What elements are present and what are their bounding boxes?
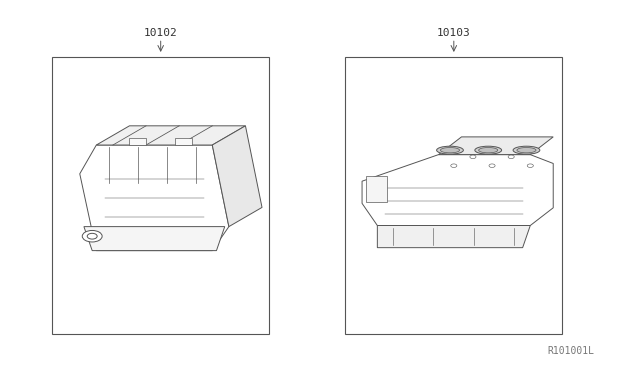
Ellipse shape [440,148,460,153]
Circle shape [87,233,97,239]
Circle shape [489,164,495,167]
Polygon shape [212,126,262,227]
Text: 10103: 10103 [437,28,470,38]
Bar [52,57,269,334]
Ellipse shape [475,146,502,154]
Ellipse shape [513,146,540,154]
Circle shape [470,155,476,158]
Circle shape [83,231,102,242]
Ellipse shape [479,148,498,153]
Ellipse shape [517,148,536,153]
Ellipse shape [436,146,463,154]
Polygon shape [362,155,553,225]
Bar [175,138,191,145]
Text: 10102: 10102 [144,28,177,38]
Circle shape [508,155,514,158]
Polygon shape [84,227,225,251]
Text: R101001L: R101001L [547,346,594,356]
Bar [346,57,562,334]
Circle shape [451,164,457,167]
Circle shape [527,164,533,167]
Bar [129,138,146,145]
Polygon shape [80,145,229,251]
Polygon shape [97,126,246,145]
Bar [366,176,387,202]
Polygon shape [378,225,531,248]
Polygon shape [438,137,553,155]
